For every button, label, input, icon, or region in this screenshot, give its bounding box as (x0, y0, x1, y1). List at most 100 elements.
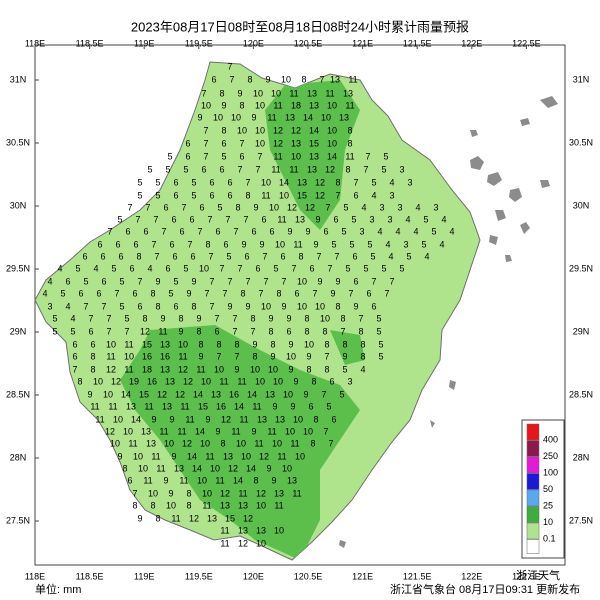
station-value: 8 (345, 164, 350, 174)
station-value: 8 (136, 251, 141, 261)
station-value: 12 (273, 125, 283, 135)
legend-label: 10 (543, 517, 553, 527)
station-value: 15 (142, 339, 152, 349)
station-value: 7 (201, 88, 206, 98)
lat-label: 28N (10, 452, 27, 462)
station-value: 12 (228, 463, 238, 473)
station-value: 6 (261, 214, 266, 224)
station-value: 8 (268, 326, 273, 336)
station-value: 12 (175, 389, 185, 399)
station-value: 8 (234, 339, 239, 349)
station-value: 10 (272, 438, 282, 448)
station-value: 6 (190, 251, 195, 261)
station-value: 8 (335, 301, 340, 311)
station-value: 11 (90, 401, 99, 411)
station-value: 16 (229, 389, 239, 399)
station-value: 6 (227, 190, 232, 200)
station-value: 13 (146, 438, 156, 448)
station-value: 5 (137, 177, 142, 187)
station-value: 9 (197, 112, 202, 122)
footer: 浙江省气象台 08月17日09:31 更新发布 (390, 582, 580, 596)
station-value: 8 (301, 74, 306, 84)
station-value: 4 (424, 251, 429, 261)
station-value: 8 (310, 438, 315, 448)
station-value: 11 (220, 538, 229, 548)
station-value: 10 (210, 463, 220, 473)
station-value: 14 (187, 451, 197, 461)
station-value: 7 (209, 301, 214, 311)
station-value: 7 (233, 226, 238, 236)
station-value: 10 (268, 364, 278, 374)
station-value: 11 (290, 438, 299, 448)
station-value: 8 (324, 364, 329, 374)
station-value: 12 (140, 326, 150, 336)
station-value: 12 (221, 414, 231, 424)
station-value: 10 (237, 125, 247, 135)
station-value: 11 (202, 500, 211, 510)
station-value: 6 (239, 151, 244, 161)
station-value: 4 (388, 251, 393, 261)
station-value: 9 (251, 112, 256, 122)
station-value: 5 (75, 263, 80, 273)
legend-label: 25 (543, 500, 553, 510)
station-value: 11 (143, 475, 152, 485)
station-value: 4 (385, 239, 390, 249)
station-value: 4 (413, 226, 418, 236)
station-value: 9 (266, 463, 271, 473)
station-value: 9 (281, 301, 286, 311)
station-value: 7 (243, 214, 248, 224)
station-value: 4 (389, 177, 394, 187)
station-value: 9 (155, 276, 160, 286)
legend-label: 250 (543, 451, 558, 461)
lon-label: 118.5E (76, 571, 104, 581)
lon-label: 119E (134, 571, 154, 581)
station-value: 4 (441, 214, 446, 224)
lat-label: 29N (10, 326, 27, 336)
station-value: 8 (304, 326, 309, 336)
station-value: 9 (252, 339, 257, 349)
station-value: 13 (256, 525, 266, 535)
station-value: 11 (345, 151, 354, 161)
station-value: 8 (304, 313, 309, 323)
station-value: 11 (144, 401, 153, 411)
station-value: 12 (220, 488, 230, 498)
station-value: 6 (163, 202, 168, 212)
station-value: 14 (303, 112, 313, 122)
station-value: 9 (288, 364, 293, 374)
station-value: 4 (47, 276, 52, 286)
station-value: 11 (219, 376, 228, 386)
station-value: 8 (142, 313, 147, 323)
station-value: 8 (239, 100, 244, 110)
station-value: 7 (219, 263, 224, 273)
station-value: 11 (179, 475, 188, 485)
station-value: 10 (213, 112, 223, 122)
station-value: 10 (178, 339, 188, 349)
station-value: 6 (309, 263, 314, 273)
station-value: 10 (110, 438, 120, 448)
station-value: 11 (277, 451, 286, 461)
station-value: 7 (250, 326, 255, 336)
station-value: 6 (118, 251, 123, 261)
station-value: 12 (325, 164, 335, 174)
station-value: 11 (124, 364, 133, 374)
station-value: 7 (229, 74, 234, 84)
station-value: 8 (247, 74, 252, 84)
station-value: 7 (384, 288, 389, 298)
station-value: 10 (320, 313, 330, 323)
station-value: 13 (295, 214, 305, 224)
lon-label: 119E (134, 38, 154, 48)
station-value: 4 (361, 202, 366, 212)
map-title: 2023年08月17日08时至08月18日08时24小时累计雨量预报 (131, 19, 469, 34)
station-value: 8 (322, 326, 327, 336)
legend-swatch (526, 473, 540, 490)
lat-label: 29.5N (569, 263, 593, 273)
station-value: 10 (197, 475, 207, 485)
station-value: 10 (255, 138, 265, 148)
station-value: 7 (353, 177, 358, 187)
station-value: 8 (347, 138, 352, 148)
station-value: 8 (253, 475, 258, 485)
station-value: 8 (150, 288, 155, 298)
station-value: 11 (267, 426, 276, 436)
station-value: 13 (330, 74, 340, 84)
station-value: 9 (137, 513, 142, 523)
